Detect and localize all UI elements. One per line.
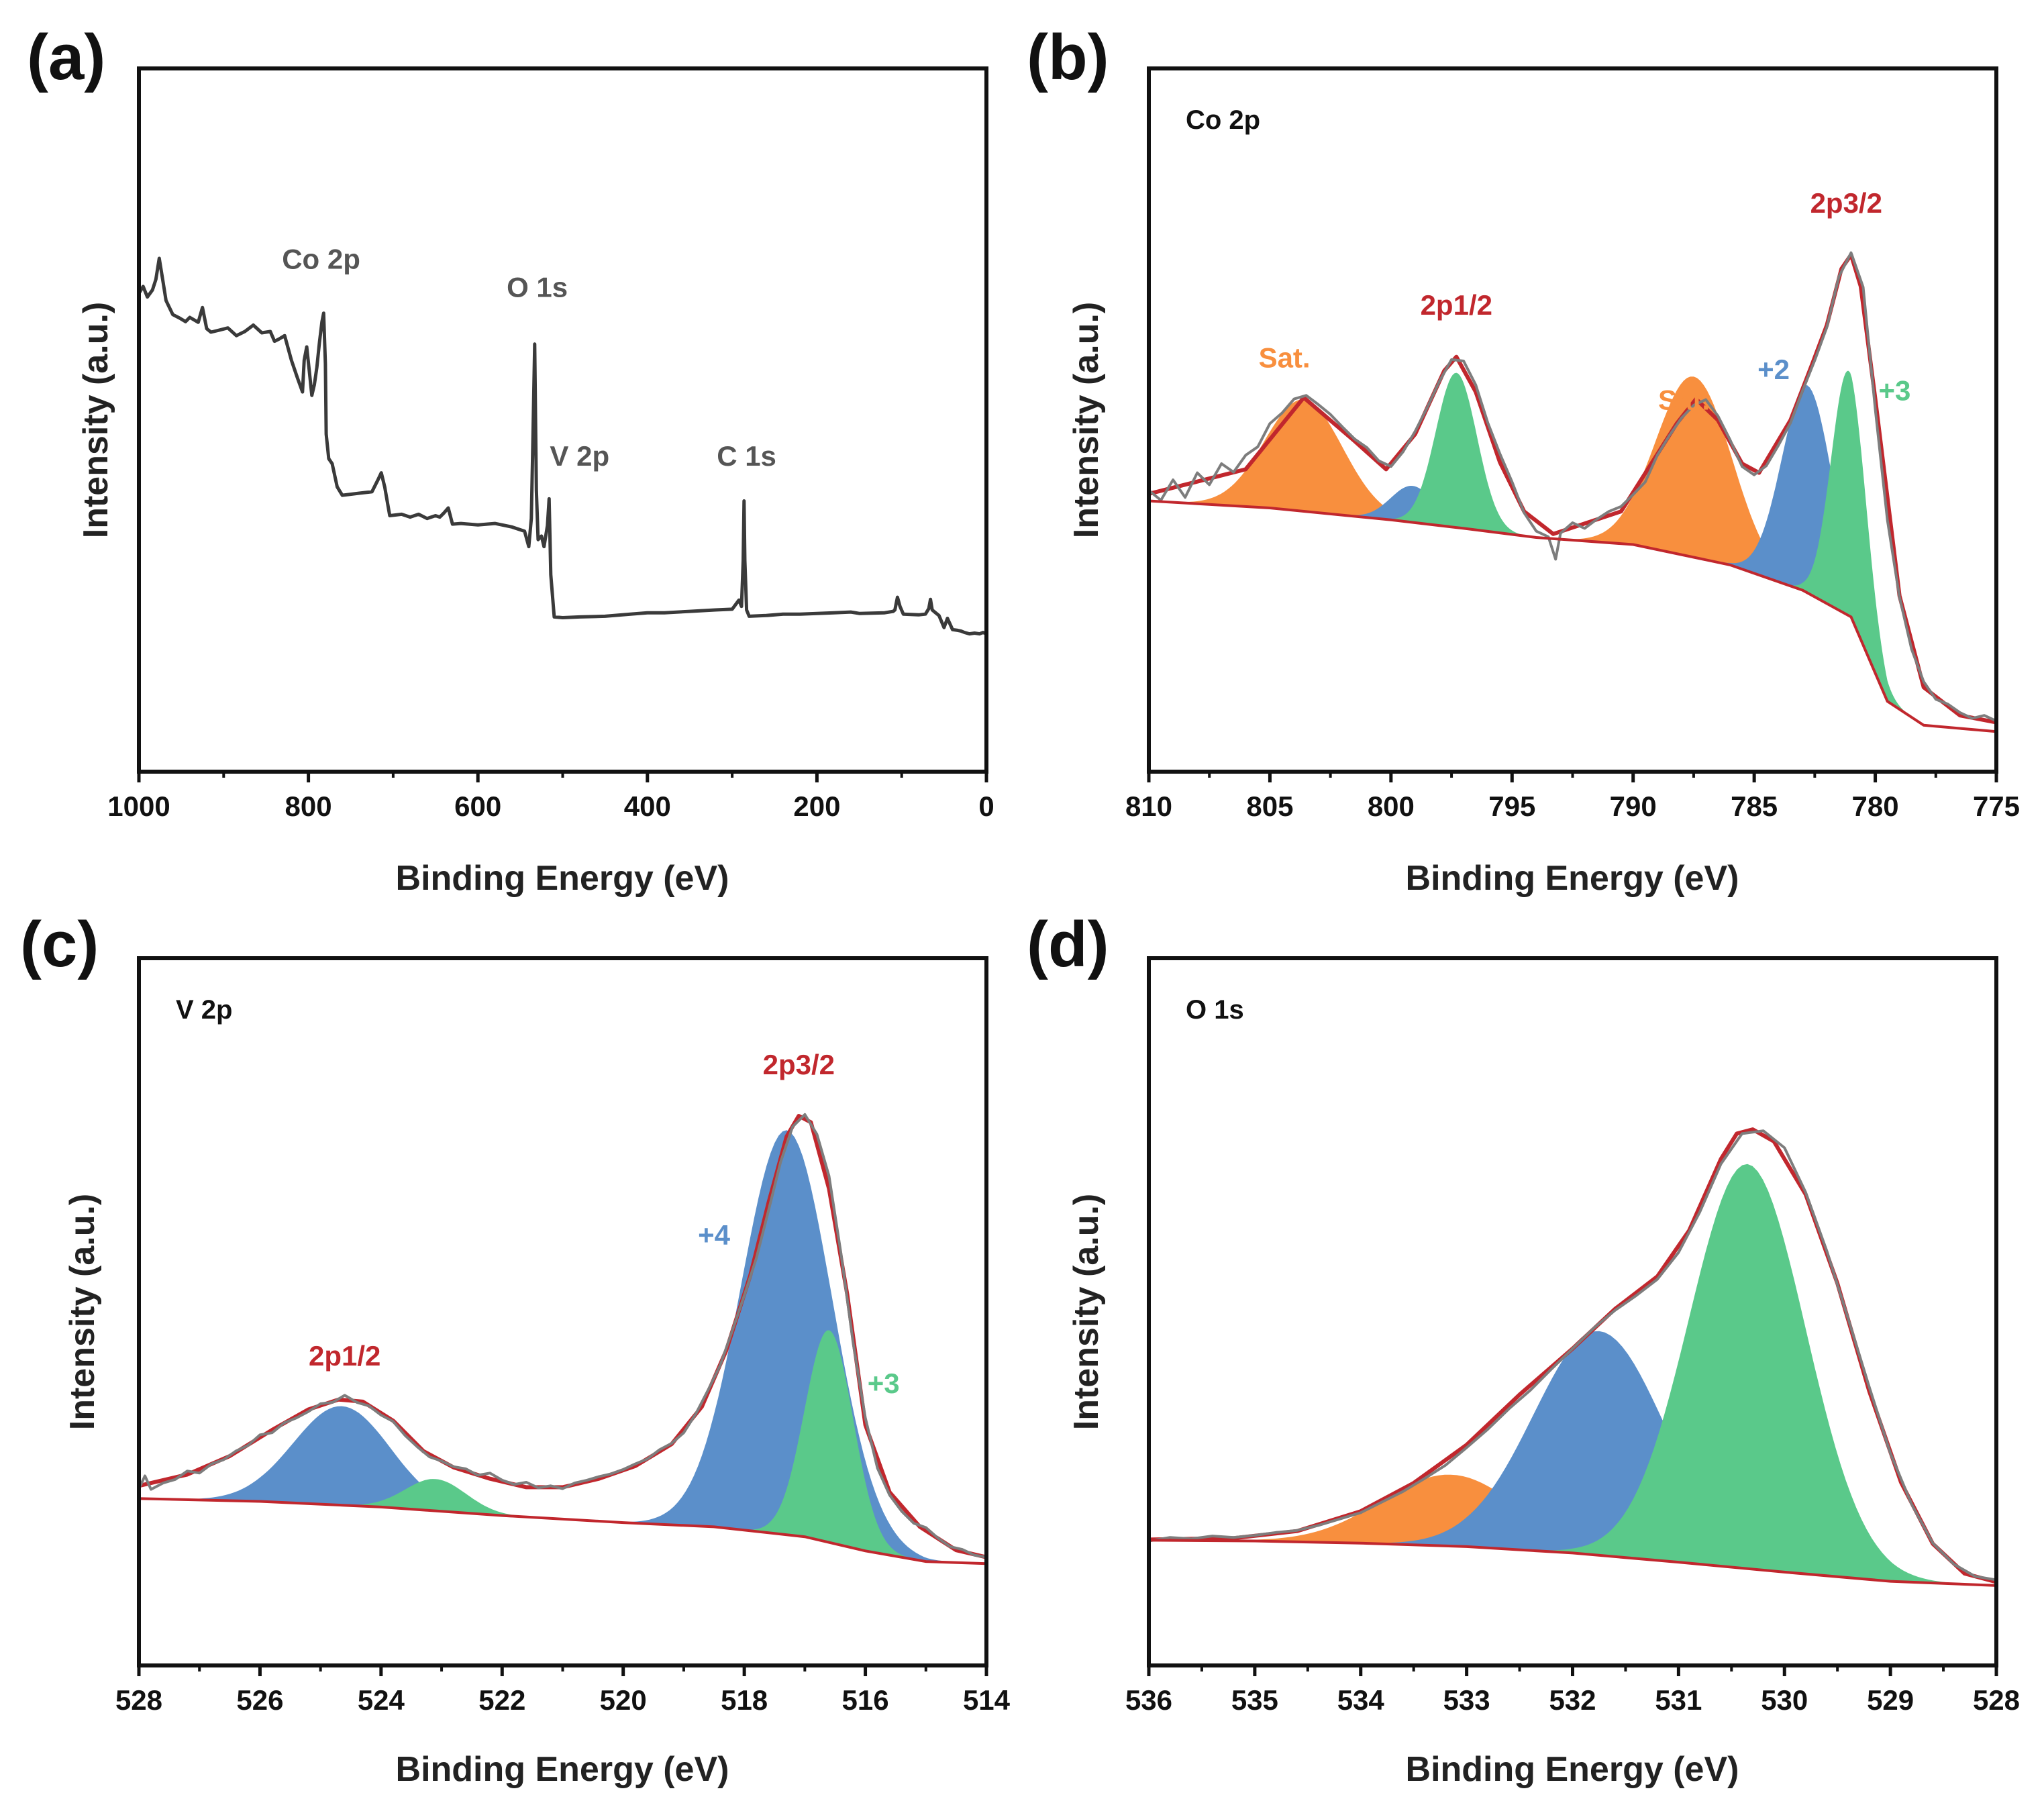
series-survey-line xyxy=(139,256,986,636)
x-tick-label: 531 xyxy=(1655,1684,1702,1716)
panel-d: 536 535 534 533 532 531 530 529 528 Binding Energ… xyxy=(1027,909,2020,1789)
peak-annotation: 2p3/2 xyxy=(763,1049,835,1080)
x-tick-label: 532 xyxy=(1549,1684,1596,1716)
x-axis-title: Binding Energy (eV) xyxy=(396,1750,729,1789)
x-tick-label: 530 xyxy=(1761,1684,1808,1716)
peak-annotation: +4 xyxy=(698,1219,731,1251)
y-axis-title: Intensity (a.u.) xyxy=(1067,302,1106,538)
plot-area xyxy=(1149,251,1996,733)
fit-peak-0 xyxy=(148,1406,535,1518)
x-tick-label: 514 xyxy=(963,1684,1011,1716)
x-tick-label: 528 xyxy=(115,1684,162,1716)
fit-peak-3 xyxy=(1543,376,1844,613)
x-tick-label: 600 xyxy=(454,790,501,822)
peak-annotation: +2 xyxy=(1757,354,1790,385)
x-tick-label: 533 xyxy=(1443,1684,1490,1716)
x-tick-label: 810 xyxy=(1125,790,1172,822)
x-tick-label: 790 xyxy=(1610,790,1657,822)
peak-annotation: Co 2p xyxy=(282,244,360,275)
fit-peak-1 xyxy=(314,1479,557,1519)
fit-peak-2 xyxy=(605,1130,968,1563)
peak-annotation: 2p1/2 xyxy=(1421,289,1492,321)
x-tick-label: 200 xyxy=(793,790,840,822)
peak-annotation: V 2p xyxy=(550,440,609,472)
panel-b: 810 805 800 795 790 785 780 775 Binding Energy (… xyxy=(1027,21,2020,898)
y-axis-title: Intensity (a.u.) xyxy=(76,302,115,538)
x-tick-label: 536 xyxy=(1125,1684,1172,1716)
x-tick-label: 526 xyxy=(236,1684,283,1716)
x-tick-label: 400 xyxy=(624,790,671,822)
x-tick-label: 805 xyxy=(1246,790,1293,822)
x-tick-label: 529 xyxy=(1867,1684,1914,1716)
peak-annotation: Sat. xyxy=(1259,342,1311,373)
region-label: O 1s xyxy=(1186,995,1244,1025)
fit-peak-5 xyxy=(1779,370,1919,722)
x-tick-label: 800 xyxy=(285,790,332,822)
panel-label: (c) xyxy=(20,909,99,980)
x-tick-label: 800 xyxy=(1368,790,1415,822)
x-tick-label: 0 xyxy=(978,790,994,822)
panel-label: (d) xyxy=(1027,909,1109,980)
series-raw-line xyxy=(1149,251,1996,723)
peak-annotation: +3 xyxy=(868,1368,900,1399)
y-axis-title: Intensity (a.u.) xyxy=(63,1194,102,1430)
x-tick-label: 535 xyxy=(1231,1684,1278,1716)
series-raw-line xyxy=(1149,1129,1996,1582)
x-tick-label: 528 xyxy=(1973,1684,2020,1716)
fit-peak-3 xyxy=(732,1330,926,1562)
x-tick-label: 516 xyxy=(842,1684,889,1716)
fit-peak-2 xyxy=(1514,1164,1981,1585)
region-label: Co 2p xyxy=(1186,105,1260,135)
fit-peak-2 xyxy=(1374,372,1539,538)
peak-annotation: 2p3/2 xyxy=(1810,187,1882,219)
plot-area xyxy=(139,1113,986,1565)
background-line xyxy=(1149,499,1996,733)
panel-c: 528 526 524 522 520 518 516 514 Binding Energy (… xyxy=(20,909,1011,1789)
series-raw-line xyxy=(139,1113,986,1559)
fit-peak-0 xyxy=(1149,399,1459,528)
y-axis-title: Intensity (a.u.) xyxy=(1067,1194,1106,1430)
x-tick-label: 520 xyxy=(600,1684,647,1716)
plot-frame xyxy=(137,956,988,1667)
x-tick-label: 795 xyxy=(1488,790,1535,822)
fit-peak-0 xyxy=(1175,1474,1727,1567)
panel-label: (a) xyxy=(27,21,105,93)
x-tick-label: 780 xyxy=(1852,790,1899,822)
plot-frame xyxy=(137,66,988,774)
x-axis-title: Binding Energy (eV) xyxy=(1406,859,1739,898)
background-line xyxy=(1149,1539,1996,1587)
x-tick-label: 522 xyxy=(478,1684,525,1716)
peak-annotation: C 1s xyxy=(717,440,776,472)
x-axis-title: Binding Energy (eV) xyxy=(1406,1750,1739,1789)
x-tick-label: 785 xyxy=(1731,790,1778,822)
x-tick-label: 524 xyxy=(358,1684,405,1716)
region-label: V 2p xyxy=(176,995,232,1025)
peak-annotation: +3 xyxy=(1878,375,1910,407)
peak-annotation: 2p1/2 xyxy=(309,1340,380,1372)
x-tick-label: 534 xyxy=(1337,1684,1385,1716)
plot-frame xyxy=(1147,66,1998,774)
peak-annotation: O 1s xyxy=(507,272,568,303)
x-axis-title: Binding Energy (eV) xyxy=(396,859,729,898)
fit-peak-1 xyxy=(1336,1331,1862,1579)
panel-a: 1000 800 600 400 200 0 Binding Energy (eV) Inte… xyxy=(27,21,994,898)
plot-area xyxy=(1149,1127,1996,1587)
background-line xyxy=(139,1497,986,1565)
x-tick-label: 1000 xyxy=(107,790,170,822)
plot-area xyxy=(139,256,986,636)
panel-label: (b) xyxy=(1027,21,1109,93)
x-tick-label: 775 xyxy=(1973,790,2020,822)
peak-annotation: Sat. xyxy=(1658,384,1710,415)
x-tick-label: 518 xyxy=(721,1684,768,1716)
